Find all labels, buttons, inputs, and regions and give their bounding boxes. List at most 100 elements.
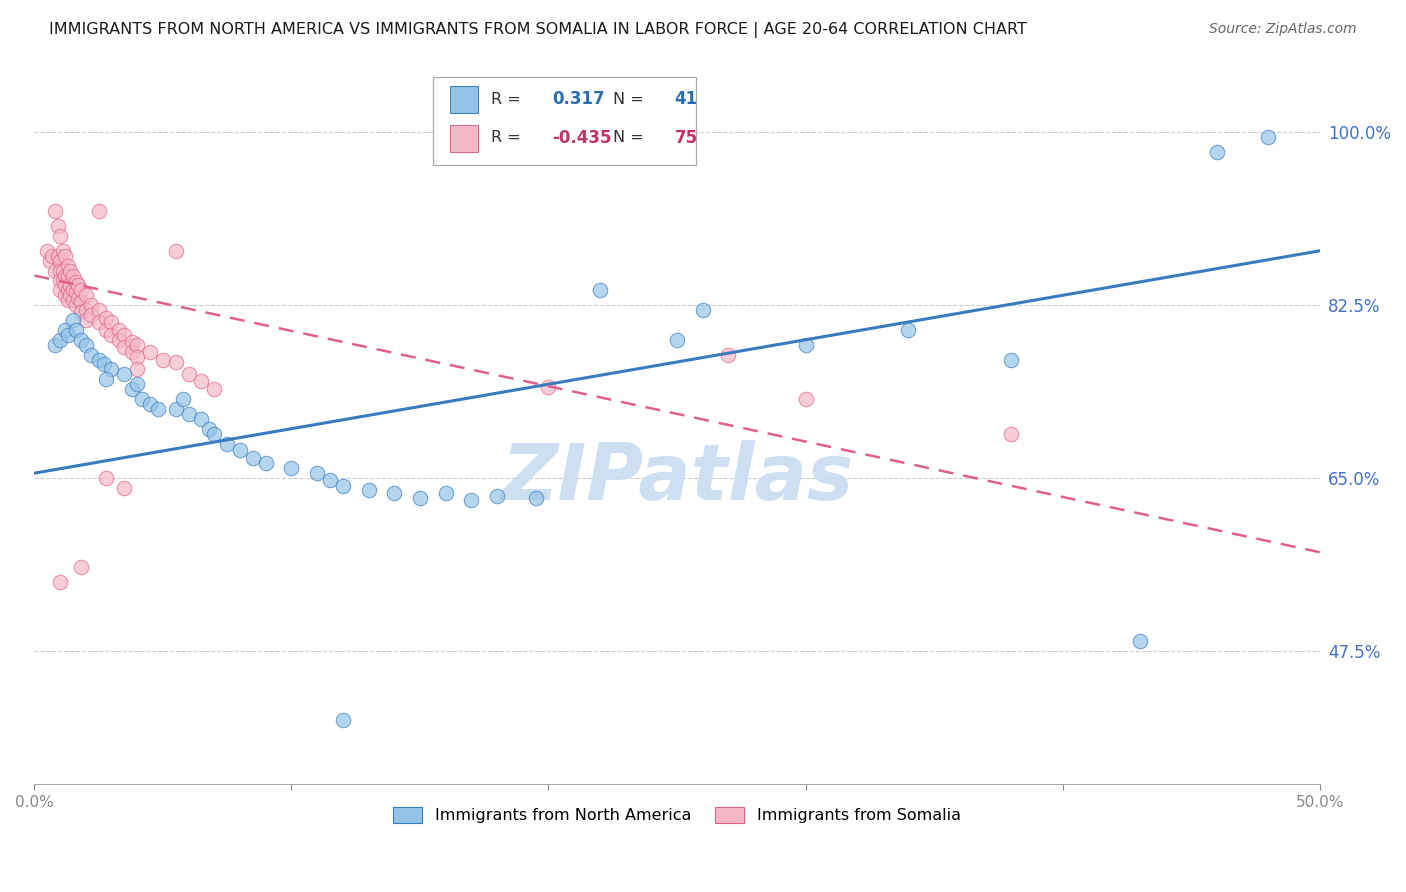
Point <box>87 315 110 329</box>
Point <box>202 426 225 441</box>
Point <box>382 486 405 500</box>
Point <box>897 323 920 337</box>
FancyBboxPatch shape <box>450 87 478 113</box>
Point <box>69 284 91 298</box>
Point <box>121 344 143 359</box>
Point <box>44 204 66 219</box>
Point <box>177 368 200 382</box>
Point <box>65 285 87 300</box>
Text: 41: 41 <box>675 90 697 108</box>
Point <box>75 303 97 318</box>
Point <box>52 244 75 258</box>
Point <box>49 253 72 268</box>
Point <box>69 305 91 319</box>
Point <box>1257 130 1279 145</box>
Point <box>165 244 187 258</box>
Point <box>666 333 689 347</box>
Point <box>127 337 149 351</box>
Point <box>100 362 122 376</box>
Point <box>357 483 380 497</box>
Point <box>307 466 329 480</box>
Point <box>229 443 252 458</box>
Text: 75: 75 <box>675 128 697 146</box>
Point <box>87 204 110 219</box>
Point <box>56 284 79 298</box>
Point <box>112 368 135 382</box>
Point <box>49 263 72 277</box>
Point <box>96 471 118 485</box>
Point <box>1129 634 1152 648</box>
Point <box>332 713 354 727</box>
Point <box>319 473 342 487</box>
Point <box>56 259 79 273</box>
Point <box>59 288 82 302</box>
Point <box>794 392 817 406</box>
Point <box>59 263 82 277</box>
Point <box>75 313 97 327</box>
Point <box>65 298 87 312</box>
Point <box>692 303 714 318</box>
Point <box>190 412 212 426</box>
Point <box>53 288 76 302</box>
Point <box>127 377 149 392</box>
Point <box>139 344 162 359</box>
FancyBboxPatch shape <box>433 77 696 166</box>
Point <box>108 333 131 347</box>
Point <box>198 422 221 436</box>
Point <box>53 278 76 293</box>
Point <box>794 337 817 351</box>
Point <box>52 273 75 287</box>
Point <box>112 340 135 354</box>
Point <box>434 486 457 500</box>
Point <box>112 327 135 342</box>
Point <box>59 278 82 293</box>
Point <box>280 461 302 475</box>
Point <box>96 323 118 337</box>
Point <box>38 253 60 268</box>
Point <box>87 352 110 367</box>
Point <box>46 249 69 263</box>
Point <box>41 249 63 263</box>
Point <box>127 350 149 364</box>
Text: N =: N = <box>613 130 648 145</box>
Point <box>80 308 103 322</box>
Text: ZIPatlas: ZIPatlas <box>501 441 853 516</box>
Point <box>53 249 76 263</box>
Point <box>49 229 72 244</box>
Point <box>96 372 118 386</box>
Point <box>67 291 90 305</box>
Point <box>49 284 72 298</box>
Point <box>37 244 59 258</box>
Text: N =: N = <box>613 92 648 107</box>
Point <box>1205 145 1227 159</box>
Point <box>69 560 91 574</box>
Point <box>127 362 149 376</box>
Text: Source: ZipAtlas.com: Source: ZipAtlas.com <box>1209 22 1357 37</box>
Point <box>254 456 277 470</box>
Point <box>121 382 143 396</box>
Text: IMMIGRANTS FROM NORTH AMERICA VS IMMIGRANTS FROM SOMALIA IN LABOR FORCE | AGE 20: IMMIGRANTS FROM NORTH AMERICA VS IMMIGRA… <box>49 22 1028 38</box>
Point <box>87 303 110 318</box>
Point <box>131 392 153 406</box>
Point <box>332 479 354 493</box>
Point <box>460 492 482 507</box>
Point <box>589 284 612 298</box>
Point <box>62 284 84 298</box>
Text: R =: R = <box>491 130 526 145</box>
Point <box>69 295 91 310</box>
Legend: Immigrants from North America, Immigrants from Somalia: Immigrants from North America, Immigrant… <box>387 800 967 830</box>
Point <box>486 489 509 503</box>
Point <box>80 298 103 312</box>
Point <box>242 451 264 466</box>
FancyBboxPatch shape <box>450 125 478 152</box>
Point <box>139 397 162 411</box>
Point <box>65 323 87 337</box>
Point <box>62 293 84 308</box>
Point <box>524 491 547 505</box>
Point <box>67 278 90 293</box>
Point <box>44 337 66 351</box>
Point <box>56 293 79 308</box>
Point <box>146 401 169 416</box>
Point <box>53 323 76 337</box>
Point <box>177 407 200 421</box>
